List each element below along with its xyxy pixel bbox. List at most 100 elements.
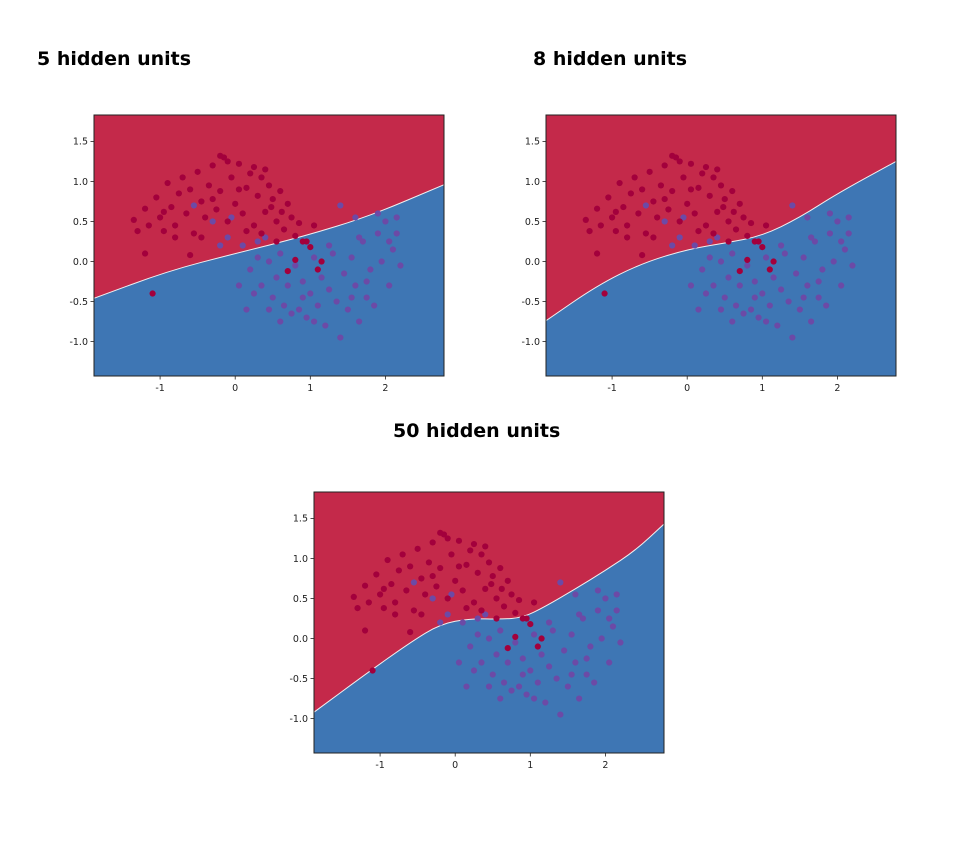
data-point-red [141,205,149,212]
data-point-red [736,268,743,275]
data-point-blue [549,627,556,634]
data-point-blue [587,643,594,650]
region-blue [94,184,444,376]
data-point-blue [714,234,721,241]
data-point-red [467,547,474,554]
plot-area [546,115,896,376]
data-point-blue [341,270,348,277]
data-point-red [482,585,489,592]
data-point-blue [542,699,549,706]
data-point-red [141,250,149,257]
data-point-blue [493,651,500,658]
data-point-red [627,190,634,197]
data-point-blue [448,591,455,598]
data-point-blue [359,238,366,245]
data-point-red [624,234,631,241]
data-point-red [224,158,231,165]
data-point-red [463,561,470,568]
data-point-red [269,195,276,203]
data-point-red [498,585,505,592]
data-point-blue [337,202,344,209]
data-point-red [149,290,156,297]
data-point-red [369,667,376,674]
data-point-red [762,222,770,229]
data-point-blue [553,675,560,682]
data-point-blue [250,290,258,297]
data-point-red [429,572,436,580]
data-point-blue [747,306,755,313]
data-point-red [130,216,137,223]
x-tick-label: 2 [602,760,608,771]
data-point-red [277,187,284,195]
data-point-red [156,214,164,221]
data-point-blue [744,262,751,269]
data-point-red [403,587,410,594]
data-point-blue [695,306,702,313]
data-point-red [593,250,601,257]
y-tick-label: -1.0 [289,714,308,725]
data-point-blue [500,679,508,686]
data-point-red [493,595,500,602]
data-point-red [669,152,676,159]
data-point-blue [190,202,197,209]
data-point-blue [617,639,624,646]
data-point-blue [295,306,303,313]
data-point-red [650,234,657,241]
data-point-blue [564,683,571,690]
data-point-blue [352,282,359,289]
data-point-red [209,162,216,169]
y-tick-label: 0.5 [525,217,540,228]
data-point-red [770,258,777,265]
axes-frame [313,491,665,754]
data-point-blue [594,607,602,614]
data-point-blue [497,695,504,702]
data-point-blue [269,294,276,301]
data-point-red [538,635,545,642]
data-point-blue [254,238,261,245]
data-point-blue [482,611,489,618]
data-point-red [512,633,519,641]
data-point-red [691,210,698,217]
data-point-blue [613,607,620,614]
data-point-blue [561,647,568,654]
data-point-blue [386,282,393,289]
data-point-red [399,551,406,558]
data-point-red [582,216,589,223]
data-point-red [243,184,250,191]
data-point-blue [530,695,538,702]
data-point-red [687,186,695,193]
y-tick-label: -0.5 [69,297,88,308]
data-point-blue [759,290,766,297]
data-point-red [455,537,463,544]
data-point-red [280,226,288,233]
data-point-blue [378,258,385,265]
data-point-blue [751,294,758,301]
data-point-red [410,607,417,614]
data-point-red [612,227,619,235]
data-point-blue [277,250,284,257]
data-point-blue [239,242,246,249]
data-point-blue [489,671,496,678]
data-point-blue [826,230,834,237]
data-point-blue [352,214,359,221]
data-point-blue [356,318,363,325]
data-point-blue [288,310,295,317]
data-point-blue [606,659,613,666]
data-point-blue [594,587,602,594]
data-point-red [635,210,642,217]
data-point-blue [800,294,807,301]
data-point-red [168,203,175,211]
data-point-red [354,604,361,612]
data-point-blue [228,214,235,221]
data-point-red [455,563,463,570]
data-point-red [489,572,496,580]
data-point-red [593,205,601,212]
data-point-red [268,203,275,211]
data-point-red [586,227,593,235]
data-point-red [725,218,732,225]
data-point-red [134,227,141,235]
data-point-red [307,244,314,251]
data-point-red [380,604,387,612]
data-point-red [299,238,306,245]
data-point-blue [470,667,478,674]
